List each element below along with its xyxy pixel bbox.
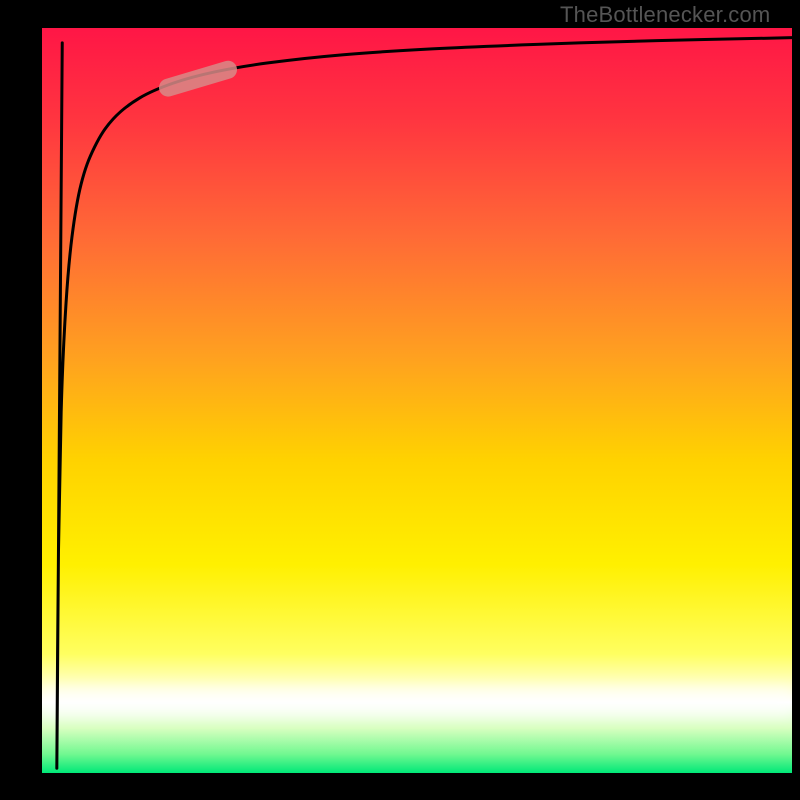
bottleneck-curve — [42, 28, 792, 773]
plot-area — [42, 28, 792, 773]
curve-path — [57, 38, 792, 769]
attribution-text: TheBottlenecker.com — [560, 2, 770, 28]
highlight-segment — [168, 70, 228, 88]
chart-frame: TheBottlenecker.com — [0, 0, 800, 800]
